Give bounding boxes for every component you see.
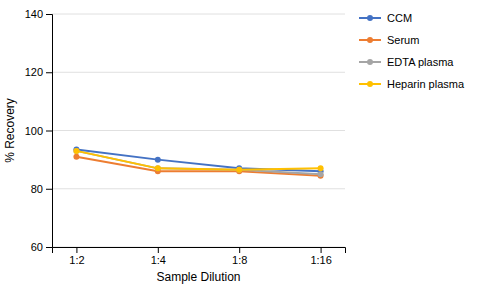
y-tick-label: 100: [25, 125, 43, 137]
legend-label: EDTA plasma: [387, 56, 454, 68]
grid-line: [52, 130, 345, 131]
legend-marker: [367, 37, 373, 43]
x-tick-label: 1:4: [151, 254, 166, 266]
legend-item: Serum: [359, 34, 419, 46]
y-tick-label: 80: [31, 183, 43, 195]
point: [236, 167, 242, 173]
point: [73, 154, 79, 160]
plot: 1:2 1:4 1:8 1:16 60 80 100 120 140 Sample Dilutio…: [3, 8, 346, 284]
point: [155, 165, 161, 171]
legend: CCM Serum EDTA plasma Heparin plasma: [359, 12, 465, 90]
point: [155, 165, 161, 171]
series-line: [76, 149, 320, 171]
y-axis-line: [46, 15, 53, 248]
grid-line: [52, 188, 345, 189]
series-line: [76, 151, 320, 170]
legend-label: CCM: [387, 12, 412, 24]
x-tick: 1:16: [310, 247, 331, 266]
chart: 1:2 1:4 1:8 1:16 60 80 100 120 140 Sample Dilutio…: [0, 0, 480, 289]
legend-label: Serum: [387, 34, 419, 46]
legend-marker: [367, 15, 373, 21]
y-tick-mark: [46, 247, 52, 248]
x-tick-label: 1:16: [310, 254, 331, 266]
x-tick: 1:8: [232, 247, 247, 266]
series: [73, 146, 323, 174]
x-axis-line: [53, 248, 346, 254]
y-tick-label: 140: [25, 8, 43, 20]
series: [73, 148, 323, 173]
y-tick: 60: [31, 241, 52, 253]
legend-marker: [367, 59, 373, 65]
grid-line: [52, 14, 345, 15]
point: [155, 157, 161, 163]
x-axis: 1:2 1:4 1:8 1:16: [53, 247, 346, 266]
point: [73, 148, 79, 154]
y-tick-mark: [46, 189, 52, 190]
x-tick-label: 1:8: [232, 254, 247, 266]
y-tick-mark: [46, 131, 52, 132]
y-tick: 120: [25, 66, 52, 78]
y-axis-title: % Recovery: [3, 98, 17, 163]
x-tick: 1:4: [151, 247, 166, 266]
y-tick: 80: [31, 183, 52, 195]
legend-item: Heparin plasma: [359, 78, 465, 90]
y-tick-label: 60: [31, 241, 43, 253]
point: [73, 148, 79, 154]
legend-item: CCM: [359, 12, 412, 24]
x-tick-mark: [321, 247, 322, 253]
x-tick-mark: [158, 247, 159, 253]
y-axis: 60 80 100 120 140: [25, 8, 53, 253]
x-tick-mark: [76, 247, 77, 253]
series-line: [76, 151, 320, 174]
grid-line: [52, 72, 345, 73]
x-tick: 1:2: [69, 247, 84, 266]
point: [318, 165, 324, 171]
x-axis-title: Sample Dilution: [156, 270, 240, 284]
marks: [73, 146, 323, 178]
x-tick-mark: [239, 247, 240, 253]
legend-marker: [367, 81, 373, 87]
y-tick-label: 120: [25, 66, 43, 78]
point: [318, 171, 324, 177]
legend-item: EDTA plasma: [359, 56, 454, 68]
series: [73, 148, 323, 177]
legend-label: Heparin plasma: [387, 78, 465, 90]
y-tick: 100: [25, 125, 52, 137]
point: [236, 167, 242, 173]
y-tick: 140: [25, 8, 52, 20]
grid: [52, 14, 345, 247]
y-tick-mark: [46, 14, 52, 15]
x-tick-label: 1:2: [69, 254, 84, 266]
y-tick-mark: [46, 72, 52, 73]
